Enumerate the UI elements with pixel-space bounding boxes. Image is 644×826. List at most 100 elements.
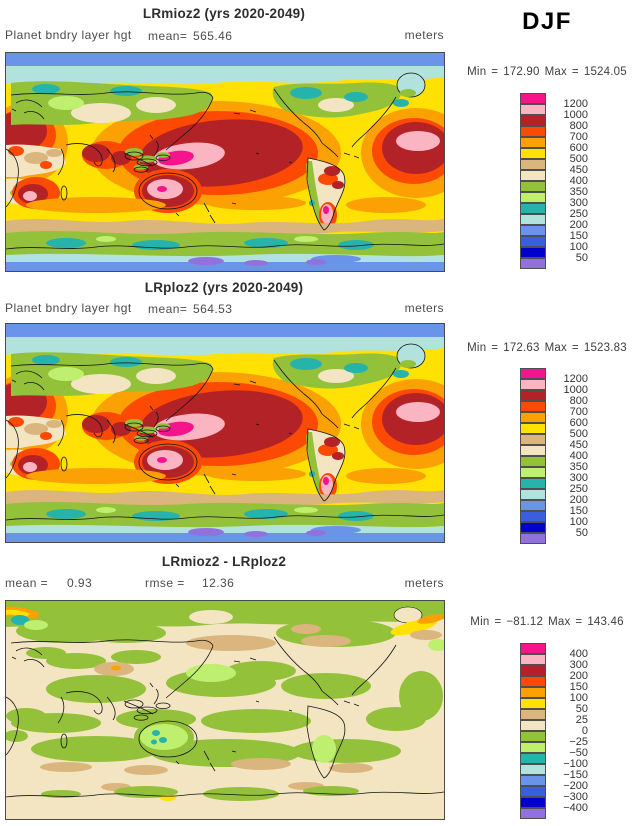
colorbar-tick-label: 300 (569, 472, 588, 484)
colorbar-swatch (520, 654, 546, 665)
map-difference-svg (6, 601, 444, 819)
colorbar-tick-label: 1200 (563, 373, 588, 385)
colorbar-swatch (520, 137, 546, 148)
colorbar-swatch (520, 192, 546, 203)
colorbar-tick-label: 150 (569, 505, 588, 517)
panel3-max-value: 143.46 (587, 616, 624, 628)
colorbar-swatch (520, 390, 546, 401)
colorbar-tick-label: 150 (569, 230, 588, 242)
colorbar-tick-label: 50 (575, 703, 588, 715)
colorbar-swatch (520, 676, 546, 687)
colorbar-tick-label: 500 (569, 428, 588, 440)
colorbar-swatch (520, 401, 546, 412)
panel2-title: LRploz2 (yrs 2020-2049) (144, 280, 304, 295)
colorbar-tick-label: 400 (569, 648, 588, 660)
colorbar-tick-label: 700 (569, 131, 588, 143)
colorbar-tick-label: 150 (569, 681, 588, 693)
colorbar-swatch (520, 170, 546, 181)
panel1-mean-label: mean= (148, 29, 188, 43)
panel3-mean-value: 0.93 (67, 576, 93, 590)
colorbar-tick-label: 200 (569, 219, 588, 231)
max-label: Max (544, 66, 567, 78)
colorbar-tick-label: −50 (569, 747, 588, 759)
panel1-subtitle-row: Planet bndry layer hgt mean= 565.46 mete… (5, 28, 444, 43)
map-lrmioz2 (5, 52, 445, 272)
colorbar-swatch (520, 665, 546, 676)
panel3-min-value: −81.12 (506, 616, 544, 628)
colorbar-swatch (520, 214, 546, 225)
panel3-rmse-value: 12.36 (202, 576, 235, 590)
colorbar-tick-label: 100 (569, 692, 588, 704)
colorbar-swatch (520, 126, 546, 137)
colorbar-swatch (520, 93, 546, 104)
colorbar-swatch (520, 808, 546, 819)
colorbar-swatch (520, 478, 546, 489)
colorbar-tick-label: 450 (569, 439, 588, 451)
panel1-title: LRmioz2 (yrs 2020-2049) (142, 6, 306, 21)
panel2-subtitle-row: Planet bndry layer hgt mean= 564.53 mete… (5, 301, 444, 316)
panel3-subtitle-row: mean = 0.93 rmse = 12.36 meters (5, 576, 444, 591)
min-label: Min (467, 66, 487, 78)
equals-sign: = (571, 342, 579, 354)
colorbar-swatch (520, 225, 546, 236)
equals-sign: = (575, 616, 583, 628)
colorbar-swatch (520, 236, 546, 247)
colorbar-tick-label: −150 (563, 769, 588, 781)
colorbar-tick-label: 1000 (563, 384, 588, 396)
colorbar-swatch (520, 698, 546, 709)
equals-sign: = (571, 66, 579, 78)
colorbar-swatch (520, 181, 546, 192)
colorbar-tick-label: −400 (563, 802, 588, 814)
colorbar-tick-label: −300 (563, 791, 588, 803)
colorbar-swatch (520, 115, 546, 126)
colorbar-swatch (520, 104, 546, 115)
colorbar-swatch (520, 500, 546, 511)
panel1-units-label: meters (404, 28, 444, 42)
panel2-units-label: meters (404, 301, 444, 315)
min-label: Min (470, 616, 490, 628)
colorbar-swatch (520, 412, 546, 423)
equals-sign: = (491, 66, 499, 78)
colorbar-swatch (520, 797, 546, 808)
panel2-min-value: 172.63 (503, 342, 540, 354)
colorbar-tick-label: −200 (563, 780, 588, 792)
map-difference (5, 600, 445, 820)
colorbar-swatch (520, 742, 546, 753)
max-label: Max (544, 342, 567, 354)
colorbar-swatch (520, 753, 546, 764)
colorbar-tick-label: 250 (569, 208, 588, 220)
panel2-max-value: 1523.83 (583, 342, 627, 354)
equals-sign: = (494, 616, 502, 628)
colorbar-tick-label: 500 (569, 153, 588, 165)
colorbar-swatch (520, 456, 546, 467)
panel3-title: LRmioz2 - LRploz2 (161, 554, 287, 569)
colorbar-tick-label: 700 (569, 406, 588, 418)
colorbar-swatch (520, 511, 546, 522)
colorbar-tick-label: 300 (569, 197, 588, 209)
colorbar-tick-label: 800 (569, 395, 588, 407)
colorbar-swatch (520, 148, 546, 159)
panel2-mean-value: 564.53 (193, 302, 233, 316)
colorbar-swatch (520, 786, 546, 797)
colorbar-swatch (520, 731, 546, 742)
colorbar-tick-label: 200 (569, 494, 588, 506)
panel3-units-label: meters (404, 576, 444, 590)
colorbar-tick-label: 400 (569, 175, 588, 187)
colorbar-swatch (520, 258, 546, 269)
colorbar-swatch (520, 379, 546, 390)
colorbar-swatch (520, 775, 546, 786)
colorbar-tick-label: 250 (569, 483, 588, 495)
colorbar-swatch (520, 764, 546, 775)
colorbar-tick-label: 350 (569, 186, 588, 198)
panel1-mean-value: 565.46 (193, 29, 233, 43)
colorbar-tick-label: −25 (569, 736, 588, 748)
colorbar-tick-label: −100 (563, 758, 588, 770)
colorbar-tick-label: 450 (569, 164, 588, 176)
colorbar-swatch (520, 445, 546, 456)
colorbar-swatch (520, 434, 546, 445)
map-lrmioz2-svg (6, 53, 444, 271)
colorbar-tick-label: 300 (569, 659, 588, 671)
panel1-minmax: Min = 172.90 Max = 1524.05 (452, 66, 642, 78)
panel1-variable-label: Planet bndry layer hgt (5, 28, 132, 42)
